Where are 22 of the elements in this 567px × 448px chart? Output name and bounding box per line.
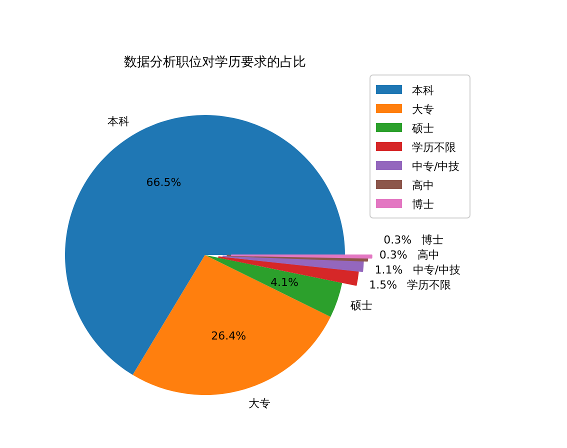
legend-label: 大专 — [412, 103, 434, 116]
slice-label: 硕士 — [350, 298, 373, 312]
legend-label: 中专/中技 — [412, 160, 460, 173]
legend-label: 本科 — [412, 84, 434, 97]
legend-label: 硕士 — [411, 122, 434, 135]
data-label: 1.1% — [374, 264, 403, 277]
category-label: 中专/中技 — [412, 264, 461, 277]
category-label: 博士 — [422, 234, 444, 247]
legend-label: 学历不限 — [412, 141, 456, 154]
legend-label: 高中 — [412, 179, 434, 192]
data-label: 4.1% — [270, 276, 298, 290]
slice-label: 大专 — [248, 396, 270, 410]
data-label: 0.3% — [379, 248, 408, 262]
data-label: 0.3% — [384, 234, 412, 247]
data-label: 26.4% — [211, 330, 246, 343]
chart-title: 数据分析职位对学历要求的占比 — [124, 55, 306, 70]
data-label: 1.5% — [369, 278, 398, 292]
data-label: 66.5% — [146, 176, 182, 189]
category-label: 高中 — [417, 248, 440, 262]
slice-label: 本科 — [107, 114, 130, 128]
category-label: 学历不限 — [407, 278, 452, 292]
legend-label: 博士 — [412, 198, 434, 211]
